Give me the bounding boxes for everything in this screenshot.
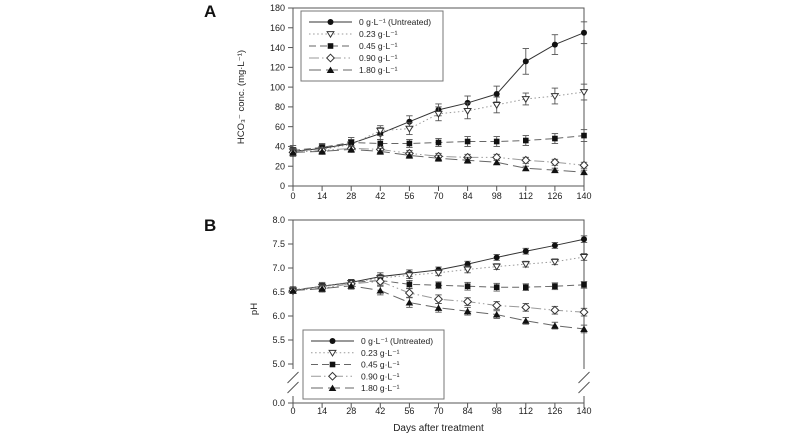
- svg-text:0.23 g·L⁻¹: 0.23 g·L⁻¹: [361, 348, 400, 358]
- svg-text:140: 140: [270, 43, 285, 53]
- legend: 0 g·L⁻¹ (Untreated) 0.23 g·L⁻¹ 0.45 g·L⁻¹ 0…: [300, 10, 444, 82]
- svg-text:0.23 g·L⁻¹: 0.23 g·L⁻¹: [359, 29, 398, 39]
- x-axis-ticks: 0 14 28 42 56 70 84 98 112 126 140: [290, 403, 592, 416]
- svg-text:60: 60: [275, 122, 285, 132]
- legend: 0 g·L⁻¹ (Untreated) 0.23 g·L⁻¹ 0.45 g·L⁻¹0…: [302, 329, 445, 400]
- svg-text:40: 40: [275, 142, 285, 152]
- svg-text:112: 112: [519, 191, 533, 201]
- svg-text:14: 14: [317, 191, 327, 201]
- svg-text:160: 160: [270, 23, 285, 33]
- svg-text:0 g·L⁻¹ (Untreated): 0 g·L⁻¹ (Untreated): [359, 17, 431, 27]
- svg-text:126: 126: [547, 406, 562, 416]
- svg-text:1.80 g·L⁻¹: 1.80 g·L⁻¹: [361, 383, 400, 393]
- svg-text:0.45 g·L⁻¹: 0.45 g·L⁻¹: [361, 360, 400, 370]
- svg-text:56: 56: [404, 406, 414, 416]
- x-axis-ticks: 0 14 28 42 56 70 84 98 112 126 140: [290, 186, 592, 201]
- svg-text:80: 80: [275, 102, 285, 112]
- panel-b-y-axis-title: pH: [249, 302, 260, 316]
- svg-text:0 g·L⁻¹ (Untreated): 0 g·L⁻¹ (Untreated): [361, 336, 433, 346]
- svg-text:6.0: 6.0: [272, 311, 285, 321]
- svg-text:70: 70: [433, 406, 443, 416]
- svg-text:0.90 g·L⁻¹: 0.90 g·L⁻¹: [359, 53, 398, 63]
- x-axis-title: Days after treatment: [393, 423, 484, 434]
- svg-text:0: 0: [290, 191, 295, 201]
- svg-text:0.45 g·L⁻¹: 0.45 g·L⁻¹: [359, 41, 398, 51]
- svg-text:14: 14: [317, 406, 327, 416]
- panel-a-label: A: [204, 2, 217, 21]
- panel-a-y-axis-title: HCO₃⁻ conc. (mg·L⁻¹): [236, 49, 247, 145]
- svg-text:100: 100: [270, 82, 285, 92]
- series-4: [289, 145, 588, 176]
- svg-text:20: 20: [275, 161, 285, 171]
- svg-text:84: 84: [463, 191, 473, 201]
- svg-text:7.0: 7.0: [272, 263, 285, 273]
- svg-text:5.0: 5.0: [272, 359, 285, 369]
- svg-text:98: 98: [492, 191, 502, 201]
- series-2: [289, 276, 588, 294]
- panel-b-label: B: [204, 216, 217, 235]
- svg-text:5.5: 5.5: [272, 335, 285, 345]
- svg-text:42: 42: [375, 191, 385, 201]
- svg-text:0.90 g·L⁻¹: 0.90 g·L⁻¹: [361, 371, 400, 381]
- svg-text:84: 84: [463, 406, 473, 416]
- svg-text:8.0: 8.0: [272, 215, 285, 225]
- svg-text:7.5: 7.5: [272, 239, 285, 249]
- svg-text:6.5: 6.5: [272, 287, 285, 297]
- svg-text:28: 28: [346, 406, 356, 416]
- svg-text:1.80 g·L⁻¹: 1.80 g·L⁻¹: [359, 65, 398, 75]
- panel-A: 0 20 40 60 80 100 120 140 160 180 0 14 28 42 56 70 84 98 1…: [270, 3, 592, 201]
- svg-text:42: 42: [375, 406, 385, 416]
- svg-text:140: 140: [576, 191, 591, 201]
- series-2: [289, 129, 588, 156]
- svg-text:0.0: 0.0: [272, 398, 285, 408]
- y-axis-ticks: 0 20 40 60 80 100 120 140 160 180: [270, 3, 293, 191]
- svg-text:112: 112: [519, 406, 533, 416]
- series-4: [289, 281, 588, 334]
- svg-text:28: 28: [346, 191, 356, 201]
- svg-text:126: 126: [547, 191, 562, 201]
- svg-text:140: 140: [576, 406, 591, 416]
- svg-text:0: 0: [280, 181, 285, 191]
- svg-text:70: 70: [433, 191, 443, 201]
- y-axis-ticks: 8.0 7.5 7.0 6.5 6.0 5.5 5.0 0.0: [272, 215, 293, 408]
- panel-B: 8.0 7.5 7.0 6.5 6.0 5.5 5.0 0.0 0 14 28 42 56 70 84 98 1…: [272, 215, 591, 416]
- svg-text:0: 0: [290, 406, 295, 416]
- svg-text:120: 120: [270, 63, 285, 73]
- svg-text:98: 98: [492, 406, 502, 416]
- svg-text:56: 56: [404, 191, 414, 201]
- svg-text:180: 180: [270, 3, 285, 13]
